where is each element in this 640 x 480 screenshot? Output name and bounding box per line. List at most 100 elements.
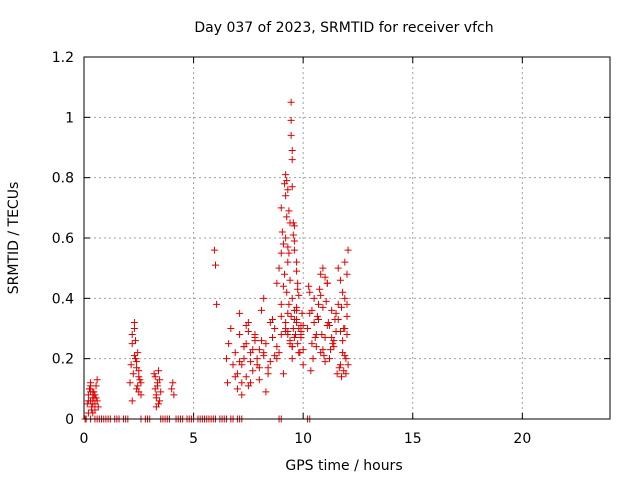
data-point bbox=[284, 243, 292, 251]
data-point bbox=[242, 373, 250, 381]
data-point bbox=[227, 325, 235, 332]
data-point bbox=[225, 340, 233, 348]
data-point bbox=[331, 315, 339, 323]
data-point bbox=[308, 306, 316, 314]
data-point bbox=[341, 258, 349, 266]
data-point bbox=[279, 370, 287, 378]
data-point bbox=[130, 352, 138, 360]
data-point bbox=[129, 370, 137, 378]
data-point bbox=[249, 367, 257, 375]
data-point bbox=[343, 312, 351, 320]
data-point bbox=[336, 276, 344, 284]
data-point bbox=[320, 352, 328, 360]
data-point bbox=[156, 397, 164, 405]
data-point bbox=[321, 334, 329, 342]
data-point bbox=[273, 279, 281, 287]
data-point bbox=[285, 300, 293, 308]
data-point bbox=[299, 346, 307, 354]
data-point bbox=[253, 355, 261, 363]
data-point bbox=[151, 373, 159, 381]
data-point bbox=[282, 192, 290, 200]
data-point bbox=[293, 258, 301, 266]
data-point bbox=[286, 219, 294, 227]
data-point bbox=[293, 306, 301, 314]
data-point bbox=[233, 385, 241, 393]
data-point bbox=[294, 340, 302, 348]
data-point bbox=[315, 300, 323, 308]
data-point bbox=[297, 321, 305, 329]
data-point bbox=[282, 234, 290, 242]
data-point bbox=[334, 300, 342, 308]
data-point bbox=[251, 337, 259, 345]
data-point bbox=[285, 207, 293, 215]
x-tick-label: 10 bbox=[294, 431, 312, 447]
data-point bbox=[275, 349, 283, 357]
data-point bbox=[288, 343, 296, 351]
data-point bbox=[236, 358, 244, 366]
data-point bbox=[281, 180, 289, 188]
data-point bbox=[91, 400, 99, 408]
data-point bbox=[94, 403, 102, 411]
data-point bbox=[336, 361, 344, 369]
data-point bbox=[152, 403, 160, 411]
data-point bbox=[236, 331, 244, 339]
data-point bbox=[277, 331, 285, 339]
data-point bbox=[284, 331, 292, 339]
data-point bbox=[132, 337, 140, 345]
data-point bbox=[339, 349, 347, 357]
data-point bbox=[89, 409, 97, 417]
data-point bbox=[311, 334, 319, 342]
data-point bbox=[84, 397, 92, 405]
x-axis-label: GPS time / hours bbox=[285, 458, 402, 474]
data-point bbox=[323, 279, 331, 287]
data-point bbox=[134, 382, 142, 390]
grid bbox=[84, 57, 610, 419]
data-point bbox=[298, 309, 306, 317]
data-point bbox=[317, 291, 325, 299]
y-tick-label: 0.6 bbox=[52, 231, 74, 247]
data-point bbox=[286, 276, 294, 284]
data-point bbox=[313, 312, 321, 320]
data-point bbox=[334, 264, 342, 272]
data-point bbox=[297, 328, 305, 336]
data-point bbox=[275, 264, 283, 272]
data-point bbox=[262, 340, 270, 348]
data-point bbox=[288, 294, 296, 302]
data-point bbox=[343, 270, 351, 278]
data-point bbox=[266, 318, 274, 326]
data-point bbox=[127, 361, 135, 369]
data-point bbox=[271, 352, 279, 360]
data-point bbox=[342, 370, 350, 378]
data-point bbox=[156, 376, 164, 384]
data-point bbox=[262, 388, 270, 396]
data-point bbox=[238, 391, 246, 399]
data-point bbox=[134, 349, 142, 357]
data-point bbox=[294, 285, 302, 293]
data-point bbox=[283, 288, 291, 296]
data-point bbox=[128, 340, 136, 348]
y-axis-label: SRMTID / TECUs bbox=[6, 182, 22, 295]
data-point bbox=[324, 318, 332, 326]
data-point bbox=[88, 406, 96, 414]
data-point bbox=[287, 312, 295, 320]
y-tick-label: 0.8 bbox=[52, 171, 74, 187]
data-point bbox=[343, 300, 351, 308]
data-point bbox=[294, 279, 302, 287]
data-point bbox=[332, 309, 340, 317]
data-point bbox=[315, 315, 323, 323]
data-point bbox=[295, 291, 303, 299]
data-point bbox=[287, 131, 295, 139]
chart-title: Day 037 of 2023, SRMTID for receiver vfc… bbox=[194, 20, 493, 36]
data-point bbox=[255, 376, 263, 384]
data-point bbox=[285, 249, 293, 257]
data-point bbox=[244, 328, 252, 336]
data-point bbox=[306, 288, 314, 296]
data-point bbox=[312, 343, 320, 351]
data-point bbox=[293, 267, 301, 275]
data-point bbox=[287, 98, 295, 106]
data-point bbox=[89, 394, 97, 402]
data-points bbox=[81, 98, 352, 423]
data-point bbox=[255, 346, 263, 354]
data-point bbox=[293, 318, 301, 326]
x-tick-label: 0 bbox=[80, 431, 89, 447]
